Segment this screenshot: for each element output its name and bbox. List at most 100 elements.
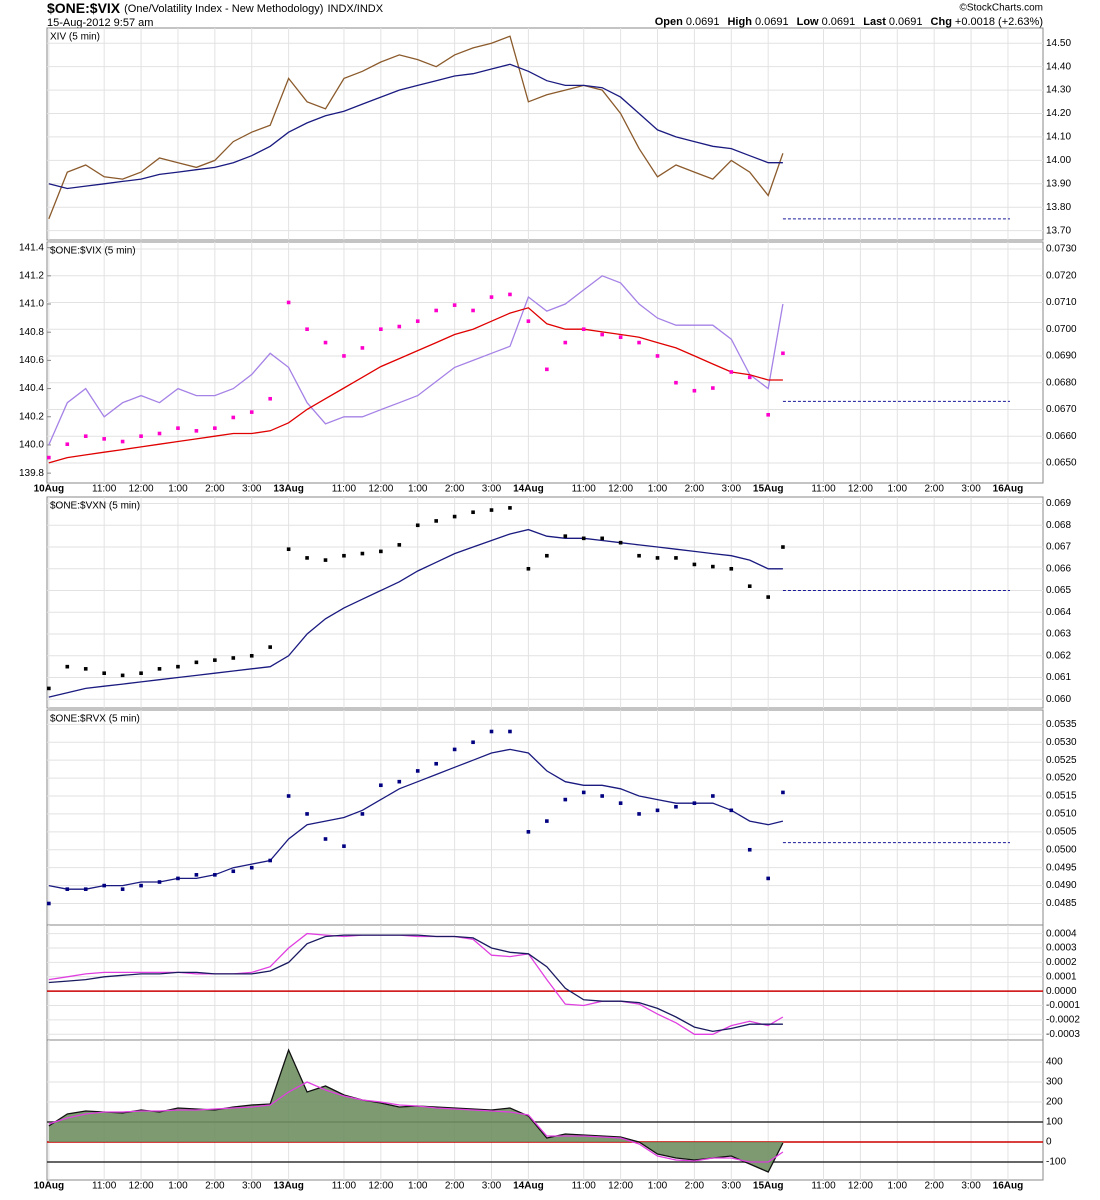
data-dot [268, 858, 272, 863]
y-tick-label: 0.0690 [1046, 351, 1077, 362]
data-dot [139, 434, 143, 438]
x-tick-label: 1:00 [408, 1181, 428, 1192]
data-dot [581, 327, 586, 331]
data-line [48, 275, 784, 446]
data-dot [781, 351, 785, 356]
source: ©StockCharts.com [959, 3, 1043, 14]
x-tick-label: 3:00 [482, 1181, 502, 1192]
data-dot [397, 779, 402, 784]
x-tick-label: 15Aug [753, 1181, 784, 1192]
panel-title: $ONE:$VXN (5 min) [50, 501, 140, 512]
y-tick-label: -100 [1046, 1157, 1066, 1168]
data-dot [600, 332, 604, 337]
data-dot [452, 514, 457, 519]
data-line [48, 934, 783, 1033]
data-dot [157, 431, 162, 436]
y-tick-label: 0.0500 [1046, 844, 1077, 855]
y-tick-label: 0.064 [1046, 607, 1071, 618]
y2-tick-label: 140.4 [19, 383, 44, 394]
data-dot [249, 653, 254, 658]
data-dot [526, 319, 531, 323]
quote-label: Open [655, 16, 683, 28]
data-dot [674, 804, 678, 809]
y-tick-label: -0.0003 [1046, 1029, 1080, 1040]
data-dot [415, 319, 420, 323]
y-tick-label: 300 [1046, 1077, 1063, 1088]
data-dot [711, 564, 715, 569]
quote-value: 0.0691 [822, 16, 856, 28]
data-dot [120, 887, 125, 891]
y-tick-label: 0.0530 [1046, 737, 1077, 748]
data-dot [249, 865, 254, 870]
symbol-text: $ONE:$VIX [47, 0, 121, 16]
x-tick-label: 12:00 [129, 484, 154, 495]
data-dot [545, 553, 549, 558]
y-tick-label: 0.0000 [1046, 986, 1077, 997]
quote-label: Low [797, 16, 819, 28]
y-tick-label: 0.0505 [1046, 826, 1077, 837]
quote-label: Last [863, 16, 886, 28]
y-tick-label: 14.30 [1046, 85, 1071, 96]
data-dot [342, 844, 346, 848]
data-dot [323, 340, 328, 345]
data-dot [47, 901, 51, 906]
y-tick-label: 13.90 [1046, 178, 1071, 189]
panel-title: $ONE:$RVX (5 min) [50, 714, 140, 725]
data-dot [157, 880, 162, 884]
y2-tick-label: 140.0 [19, 440, 44, 451]
data-line [48, 932, 784, 1035]
data-dot [526, 566, 531, 571]
data-dot [452, 747, 457, 752]
data-dot [231, 415, 236, 420]
y-tick-label: 0.0680 [1046, 377, 1077, 388]
data-dot [729, 808, 734, 813]
x-tick-label: 3:00 [961, 1181, 981, 1192]
data-dot [747, 847, 752, 852]
data-dot [526, 830, 531, 834]
x-tick-label: 11:00 [572, 484, 597, 495]
y-tick-label: 0.0670 [1046, 404, 1077, 415]
data-dot [139, 883, 143, 888]
description: (One/Volatility Index - New Methodology) [124, 3, 323, 15]
data-dot [545, 367, 549, 372]
data-dot [674, 556, 678, 560]
data-dot [600, 794, 604, 798]
data-dot [637, 812, 641, 816]
data-dot [379, 783, 383, 788]
x-tick-label: 11:00 [92, 1181, 117, 1192]
x-tick-label: 1:00 [888, 1181, 908, 1192]
data-dot [47, 455, 51, 460]
y-tick-label: 0.0495 [1046, 862, 1077, 873]
x-tick-label: 3:00 [722, 1181, 742, 1192]
y-tick-label: -0.0001 [1046, 1000, 1080, 1011]
y-tick-label: 0.063 [1046, 629, 1071, 640]
y-tick-label: 0.068 [1046, 520, 1071, 531]
data-line [48, 1081, 784, 1163]
data-dot [360, 812, 365, 816]
y2-tick-label: 140.6 [19, 355, 44, 366]
x-tick-label: 1:00 [168, 1181, 188, 1192]
y-tick-label: -0.0002 [1046, 1015, 1080, 1026]
x-tick-label: 12:00 [848, 484, 873, 495]
y-tick-label: 0.0535 [1046, 719, 1077, 730]
data-line [48, 63, 783, 190]
y2-tick-label: 139.8 [19, 468, 44, 479]
symbol: $ONE:$VIX (One/Volatility Index - New Met… [47, 0, 384, 16]
x-tick-label: 2:00 [445, 484, 465, 495]
x-tick-label: 2:00 [445, 1181, 465, 1192]
panel-frame [46, 27, 1044, 241]
data-dot [471, 308, 475, 313]
x-tick-label: 10Aug [34, 484, 65, 495]
y-tick-label: 0.0490 [1046, 880, 1077, 891]
data-dot [323, 837, 328, 841]
data-dot [120, 673, 125, 678]
data-dot [508, 506, 512, 510]
y-tick-label: 100 [1046, 1117, 1063, 1128]
data-dot [489, 508, 494, 512]
data-dot [711, 794, 715, 798]
y-tick-label: 0.062 [1046, 650, 1071, 661]
data-dot [213, 873, 217, 877]
y-tick-label: 0 [1046, 1137, 1052, 1148]
